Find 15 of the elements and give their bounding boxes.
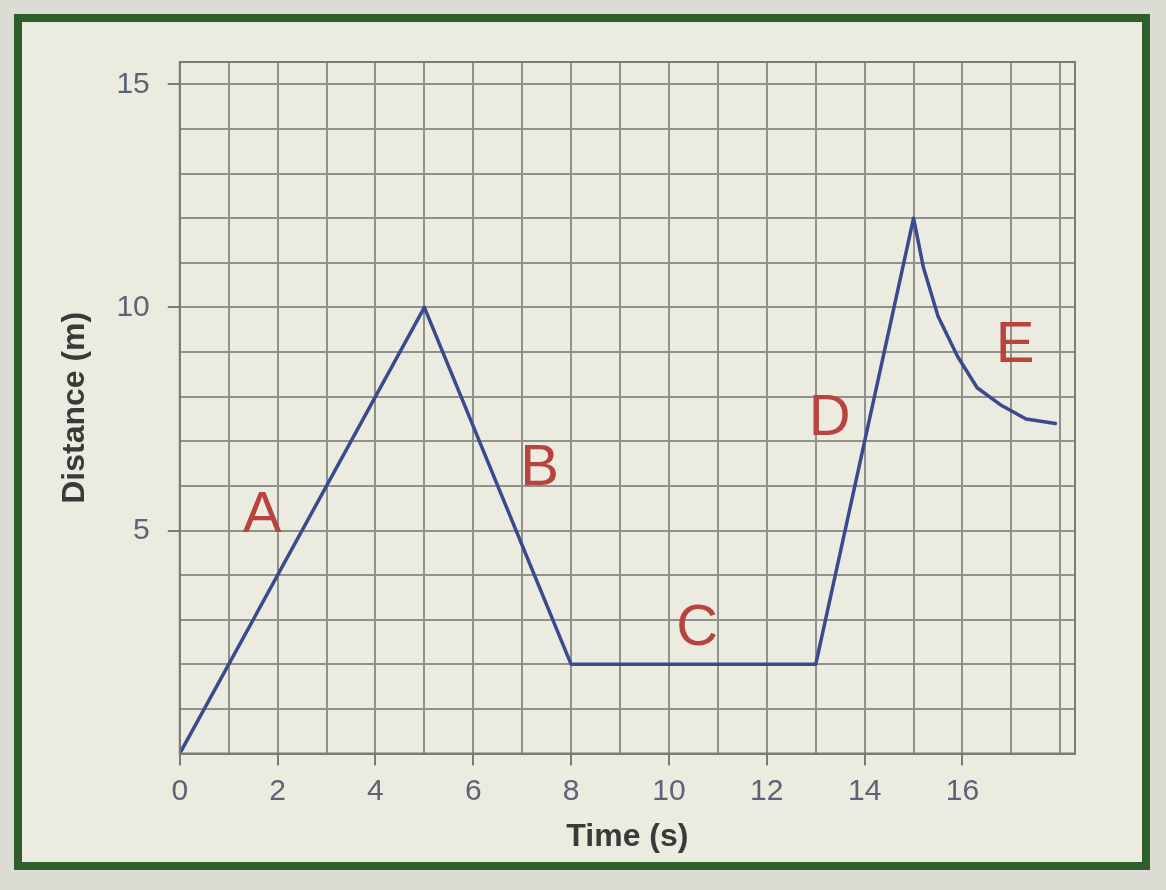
x-tick-label: 8 <box>562 772 580 806</box>
y-axis-title: Distance (m) <box>55 311 92 504</box>
x-tick-label: 0 <box>171 772 189 806</box>
x-tick-label: 2 <box>269 772 286 806</box>
x-tick-label: 12 <box>750 772 784 806</box>
annotation: B <box>520 431 559 497</box>
x-tick-label: 4 <box>367 772 384 806</box>
y-tick-label: 5 <box>133 511 150 545</box>
y-tick-label: 10 <box>116 288 150 322</box>
y-tick-label: 15 <box>116 65 150 99</box>
x-tick-label: 6 <box>464 772 482 806</box>
x-tick-label: 14 <box>847 772 882 806</box>
x-tick-label: 16 <box>945 772 980 806</box>
x-axis-title: Time (s) <box>566 816 689 853</box>
x-tick-label: 10 <box>652 772 686 806</box>
